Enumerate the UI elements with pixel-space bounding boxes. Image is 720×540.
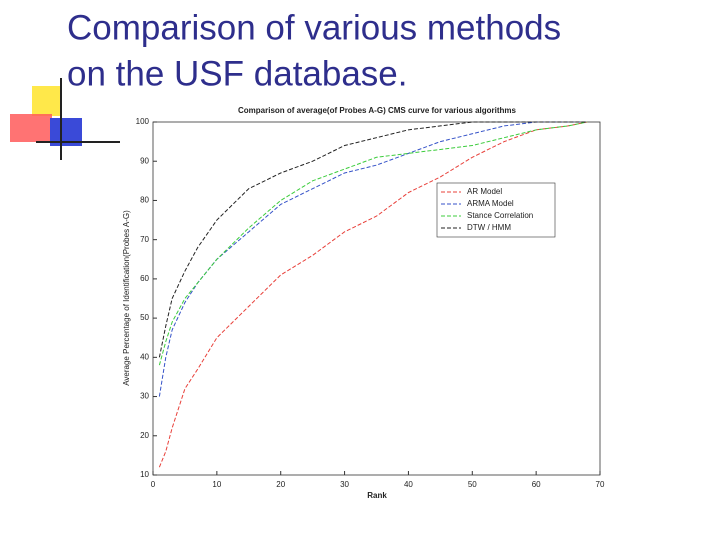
y-tick-label: 90: [140, 156, 149, 165]
x-tick-label: 40: [404, 480, 413, 489]
chart-title: Comparison of average(of Probes A-G) CMS…: [238, 106, 517, 115]
y-tick-label: 40: [140, 352, 149, 361]
y-tick-label: 10: [140, 470, 149, 479]
legend-label: DTW / HMM: [467, 223, 511, 232]
decor-square: [10, 114, 52, 142]
x-axis-label: Rank: [367, 491, 387, 500]
slide-title: Comparison of various methods: [67, 8, 561, 47]
series-line: [158, 121, 588, 468]
x-tick-label: 10: [212, 480, 221, 489]
series-line: [158, 121, 588, 358]
decor-square: [32, 86, 62, 116]
x-tick-label: 50: [468, 480, 477, 489]
legend-label: Stance Correlation: [467, 211, 533, 220]
series-line: [158, 121, 588, 366]
legend-label: ARMA Model: [467, 199, 514, 208]
y-tick-label: 80: [140, 196, 149, 205]
slide-title: on the USF database.: [67, 54, 408, 93]
series-line: [158, 121, 588, 397]
y-tick-label: 60: [140, 274, 149, 283]
x-tick-label: 0: [151, 480, 156, 489]
x-tick-label: 60: [532, 480, 541, 489]
y-tick-label: 20: [140, 431, 149, 440]
x-tick-label: 20: [276, 480, 285, 489]
y-tick-label: 100: [136, 117, 150, 126]
y-tick-label: 30: [140, 392, 149, 401]
x-tick-label: 70: [596, 480, 605, 489]
legend-label: AR Model: [467, 187, 502, 196]
y-tick-label: 50: [140, 313, 149, 322]
plot-area: [152, 121, 601, 476]
x-tick-label: 30: [340, 480, 349, 489]
y-tick-label: 70: [140, 235, 149, 244]
y-axis-label: Average Percentage of Identification(Pro…: [122, 210, 131, 386]
